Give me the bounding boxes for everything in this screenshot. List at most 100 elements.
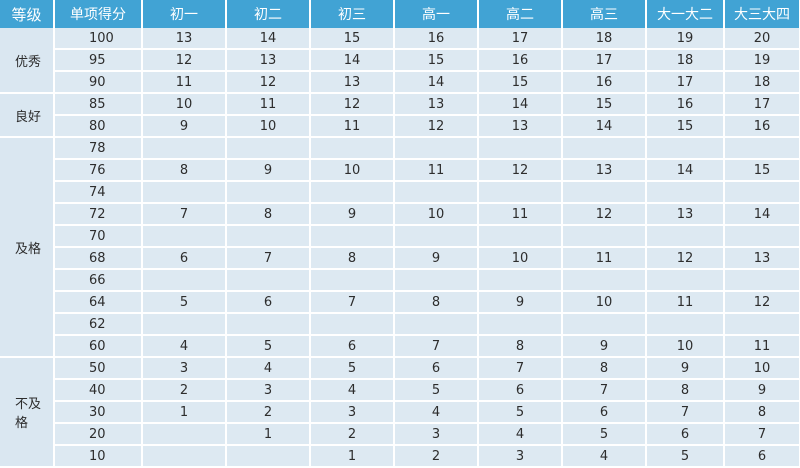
grade-value-cell: 14 [310, 49, 395, 72]
grade-value-cell: 16 [646, 93, 725, 116]
table-row: 及格 78 [0, 137, 800, 358]
grade-value-cell: 9 [310, 203, 395, 226]
grade-value-cell: 7 [646, 401, 725, 424]
grade-value-cell [142, 181, 227, 204]
grade-value-cell: 15 [646, 115, 725, 138]
score-cell: 70 [54, 225, 143, 248]
grade-value-cell: 5 [562, 423, 647, 446]
grade-value-cell: 13 [394, 93, 479, 116]
grade-value-cell: 6 [478, 379, 563, 402]
grade-value-cell: 15 [394, 49, 479, 72]
grade-value-cell: 7 [478, 357, 563, 380]
score-cell: 66 [54, 269, 143, 292]
grade-value-cell [226, 313, 311, 336]
grade-value-cell: 10 [394, 203, 479, 226]
grade-value-cell [724, 313, 800, 336]
grade-value-cell: 15 [478, 71, 563, 94]
grade-value-cell: 16 [394, 28, 479, 50]
table-row: 90 11 12 13 14 15 16 17 18 [0, 71, 800, 94]
score-cell: 50 [54, 357, 143, 380]
score-cell: 100 [54, 28, 143, 50]
grade-value-cell [562, 225, 647, 248]
score-cell: 90 [54, 71, 143, 94]
grade-value-cell [394, 225, 479, 248]
score-cell: 78 [54, 137, 143, 160]
grade-value-cell [226, 445, 311, 468]
grade-value-cell: 13 [646, 203, 725, 226]
grade-value-cell: 2 [226, 401, 311, 424]
grade-value-cell: 8 [394, 291, 479, 314]
grade-value-cell: 9 [478, 291, 563, 314]
grade-value-cell: 1 [142, 401, 227, 424]
grade-value-cell: 5 [394, 379, 479, 402]
grade-value-cell: 4 [310, 379, 395, 402]
header-grade-7: 大一大二 [646, 0, 725, 28]
grade-value-cell [478, 313, 563, 336]
grade-value-cell: 12 [646, 247, 725, 270]
table-row: 76 8 9 10 11 12 13 14 15 [0, 159, 800, 182]
grade-value-cell: 14 [562, 115, 647, 138]
table-row: 72 7 8 9 10 11 12 13 14 [0, 203, 800, 226]
grade-value-cell [310, 225, 395, 248]
grade-value-cell [226, 137, 311, 160]
level-cell: 不及格 [0, 357, 55, 468]
grade-value-cell [142, 269, 227, 292]
grade-value-cell: 6 [646, 423, 725, 446]
grade-value-cell [562, 313, 647, 336]
score-cell: 76 [54, 159, 143, 182]
grade-value-cell: 7 [226, 247, 311, 270]
grade-value-cell: 10 [646, 335, 725, 358]
grade-value-cell: 12 [226, 71, 311, 94]
grade-value-cell: 11 [724, 335, 800, 358]
grade-value-cell [724, 225, 800, 248]
score-cell: 64 [54, 291, 143, 314]
grade-value-cell [478, 137, 563, 160]
grade-value-cell: 11 [226, 93, 311, 116]
grade-value-cell: 6 [724, 445, 800, 468]
grade-value-cell: 14 [226, 28, 311, 50]
table-row: 40 2 3 4 5 6 7 8 9 [0, 379, 800, 402]
grade-value-cell: 11 [478, 203, 563, 226]
grade-value-cell: 3 [394, 423, 479, 446]
grade-value-cell [562, 181, 647, 204]
grade-value-cell: 9 [226, 159, 311, 182]
grade-value-cell: 13 [562, 159, 647, 182]
grade-value-cell: 12 [394, 115, 479, 138]
header-grade-1: 初一 [142, 0, 227, 28]
grade-value-cell: 8 [478, 335, 563, 358]
grade-value-cell: 8 [562, 357, 647, 380]
grade-value-cell: 3 [310, 401, 395, 424]
grade-value-cell: 4 [478, 423, 563, 446]
grade-value-cell: 13 [226, 49, 311, 72]
grade-value-cell: 6 [310, 335, 395, 358]
grade-value-cell: 6 [226, 291, 311, 314]
grade-value-cell: 7 [724, 423, 800, 446]
grade-value-cell: 11 [310, 115, 395, 138]
grade-value-cell: 4 [394, 401, 479, 424]
grade-value-cell [142, 423, 227, 446]
grade-value-cell: 18 [562, 28, 647, 50]
header-grade-3: 初三 [310, 0, 395, 28]
score-cell: 95 [54, 49, 143, 72]
grade-value-cell: 10 [142, 93, 227, 116]
grade-value-cell: 11 [646, 291, 725, 314]
table-row: 95 12 13 14 15 16 17 18 19 [0, 49, 800, 72]
grade-value-cell: 20 [724, 28, 800, 50]
grade-value-cell [226, 269, 311, 292]
table-row: 66 [0, 269, 800, 292]
grade-value-cell: 9 [562, 335, 647, 358]
header-grade-4: 高一 [394, 0, 479, 28]
grade-value-cell [724, 137, 800, 160]
grade-value-cell: 4 [226, 357, 311, 380]
grade-value-cell [142, 313, 227, 336]
grade-value-cell: 18 [646, 49, 725, 72]
header-grade-5: 高二 [478, 0, 563, 28]
grade-value-cell: 8 [226, 203, 311, 226]
grade-value-cell: 19 [646, 28, 725, 50]
grade-value-cell: 14 [724, 203, 800, 226]
grade-value-cell: 5 [226, 335, 311, 358]
grade-value-cell [646, 313, 725, 336]
grade-value-cell: 5 [646, 445, 725, 468]
score-cell: 40 [54, 379, 143, 402]
